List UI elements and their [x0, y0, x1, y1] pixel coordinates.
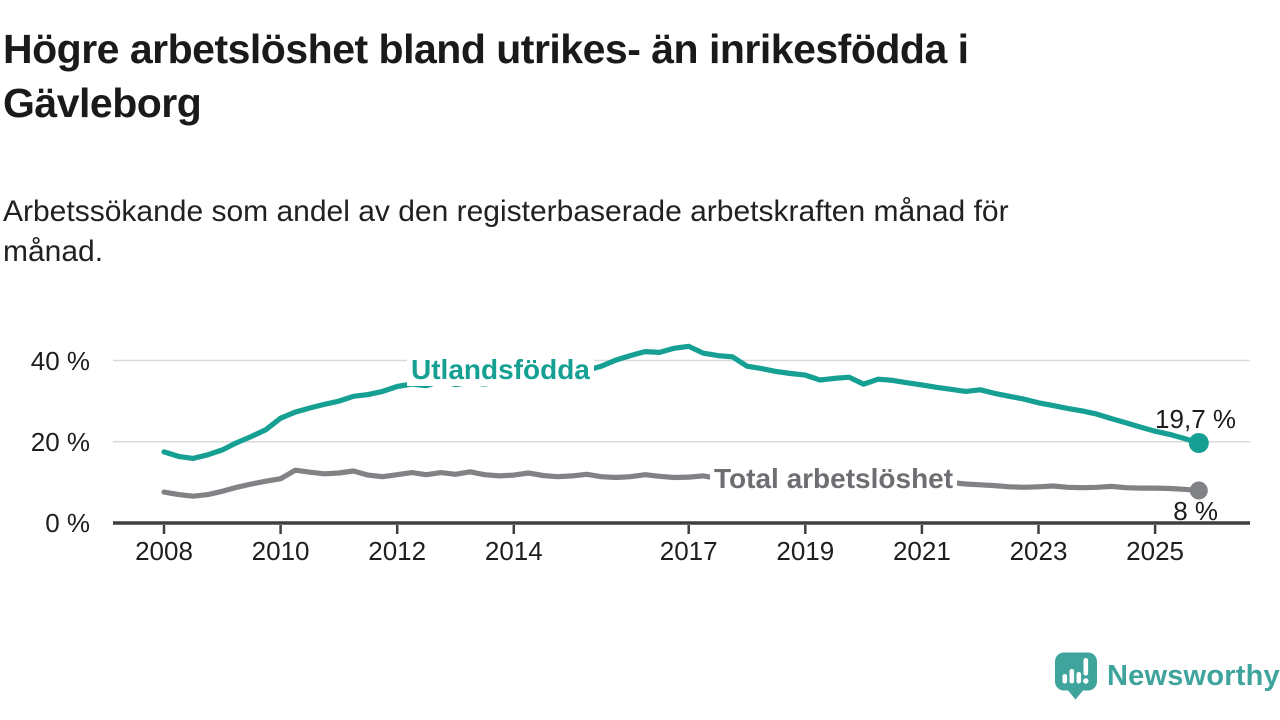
y-tick-label: 40 % [30, 345, 90, 376]
y-tick-label: 0 % [45, 508, 90, 538]
y-tick-label: 20 % [30, 426, 90, 457]
x-tick-label: 2021 [892, 536, 951, 566]
chart-title-line-1: Högre arbetslöshet bland utrikes- än inr… [3, 26, 969, 72]
newsworthy-logo-text: Newsworthy [1107, 659, 1280, 692]
series-line-total-arbetsloshet [161, 467, 1202, 499]
x-tick-label: 2023 [1009, 536, 1068, 566]
chart-subtitle-line-2: månad. [3, 235, 104, 268]
end-dot-total-arbetsloshet [1189, 481, 1208, 500]
x-tick-label: 2010 [251, 536, 310, 566]
x-tick-label: 2014 [484, 536, 543, 566]
series-line-utlandsfodda [161, 343, 1202, 461]
chart-subtitle: Arbetssökande som andel av den registerb… [3, 192, 1223, 272]
end-dot-utlandsfodda [1188, 433, 1209, 453]
end-value-label-utlandsfodda: 19,7 % [1155, 404, 1236, 434]
end-value-label-total-arbetsloshet: 8 % [1173, 496, 1218, 526]
x-tick-label: 2025 [1126, 536, 1185, 566]
x-tick-label: 2017 [659, 536, 718, 566]
x-tick-label: 2008 [135, 536, 193, 566]
chart-title: Högre arbetslöshet bland utrikes- än inr… [3, 22, 1213, 130]
x-tick-label: 2012 [368, 536, 427, 566]
newsworthy-logo-icon [1055, 652, 1097, 699]
x-tick-label: 2019 [776, 536, 835, 566]
series-label-utlandsfodda: Utlandsfödda [407, 354, 594, 386]
chart-subtitle-line-1: Arbetssökande som andel av den registerb… [3, 195, 1009, 228]
newsworthy-logo: Newsworthy [1054, 651, 1280, 701]
series-label-total-arbetsloshet: Total arbetslöshet [710, 463, 958, 495]
chart-title-line-2: Gävleborg [3, 80, 202, 126]
